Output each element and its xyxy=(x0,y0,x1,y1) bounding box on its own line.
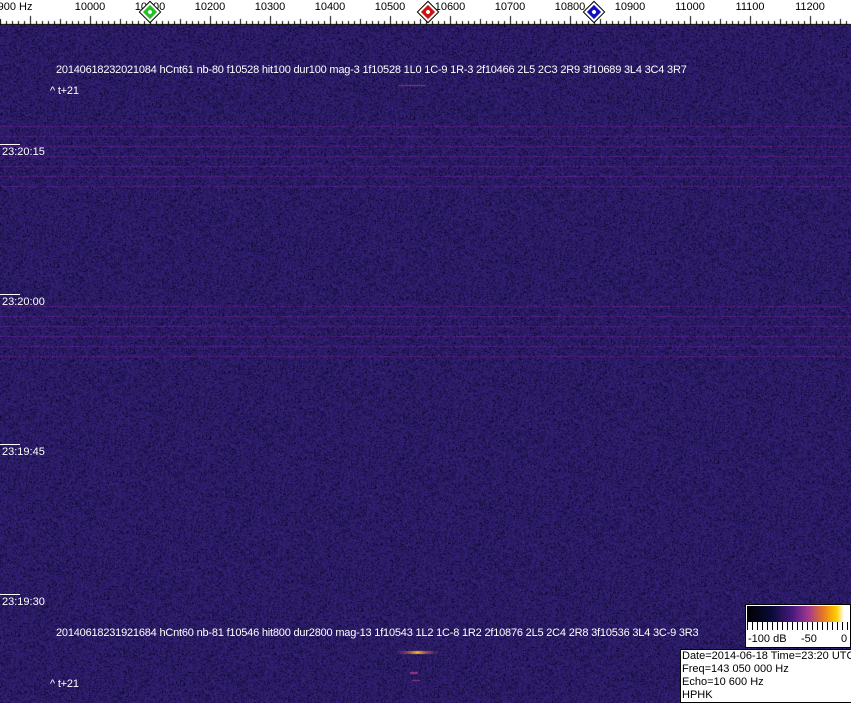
x-tick-label: 11100 xyxy=(735,1,765,13)
info-station: HPHK xyxy=(682,689,713,701)
detection-2-offset: ^ t+21 xyxy=(50,678,79,690)
x-tick-label: 10500 xyxy=(374,1,406,13)
time-label: 23:20:00 xyxy=(0,294,45,308)
x-tick-label: 10900 xyxy=(614,1,646,13)
x-tick-label: 10700 xyxy=(494,1,526,13)
x-tick-label: 10800 xyxy=(554,1,586,13)
x-tick-label: 10300 xyxy=(254,1,286,13)
x-tick-label: 10400 xyxy=(314,1,346,13)
info-date-time: Date=2014-06-18 Time=23:20 UTC xyxy=(682,650,851,662)
detection-1-text: 20140618232021084 hCnt61 nb-80 f10528 hi… xyxy=(56,64,687,76)
time-label: 23:19:30 xyxy=(0,594,45,608)
info-echo: Echo=10 600 Hz xyxy=(682,676,764,688)
x-tick-label: 11000 xyxy=(675,1,705,13)
x-tick-label: 11200 xyxy=(795,1,825,13)
x-tick-label: 10600 xyxy=(434,1,466,13)
info-frequency: Freq=143 050 000 Hz xyxy=(682,663,789,675)
waterfall-spectrogram xyxy=(0,25,851,703)
detection-1-offset: ^ t+21 xyxy=(50,85,79,97)
x-tick-label: 10000 xyxy=(74,1,106,13)
frequency-axis: 9900 Hz100001010010200103001040010500106… xyxy=(0,0,851,25)
colorbar-label: -100 dB xyxy=(748,633,787,645)
x-tick-label: 10200 xyxy=(194,1,226,13)
x-tick-label: 9900 Hz xyxy=(0,1,33,13)
info-box: Date=2014-06-18 Time=23:20 UTC Freq=143 … xyxy=(680,649,851,703)
colorbar-ticks xyxy=(747,622,849,630)
colorbar-gradient xyxy=(747,606,849,622)
colorbar-label: -50 xyxy=(801,633,817,645)
colorbar-label: 0 xyxy=(841,633,848,645)
detection-2-text: 20140618231921684 hCnt60 nb-81 f10546 hi… xyxy=(56,627,699,639)
time-label: 23:19:45 xyxy=(0,444,45,458)
colorbar-legend: -100 dB -50 0 xyxy=(745,604,851,648)
time-label: 23:20:15 xyxy=(0,144,45,158)
